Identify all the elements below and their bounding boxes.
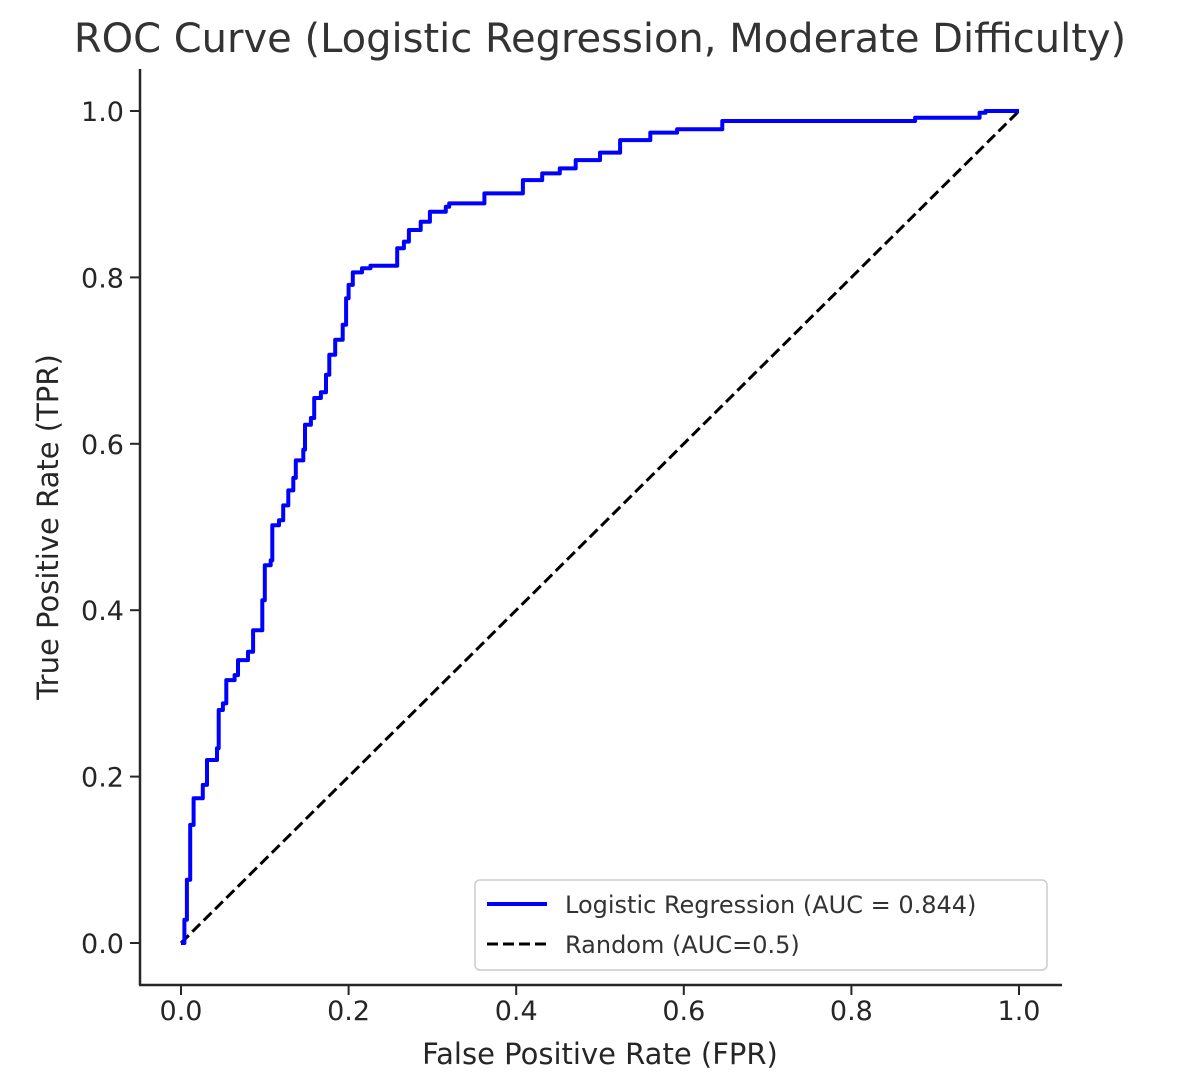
x-tick-label: 0.6: [662, 996, 705, 1027]
x-axis-label: False Positive Rate (FPR): [422, 1037, 778, 1071]
legend-label-logistic-regression: Logistic Regression (AUC = 0.844): [565, 891, 976, 919]
chart-title: ROC Curve (Logistic Regression, Moderate…: [74, 16, 1126, 62]
legend-box: [474, 879, 1048, 971]
x-tick-label: 0.2: [327, 996, 370, 1027]
y-tick-label: 0.4: [81, 596, 124, 627]
y-tick-label: 0.8: [81, 263, 124, 294]
x-tick-label: 0.8: [830, 996, 873, 1027]
legend: Logistic Regression (AUC = 0.844) Random…: [474, 879, 1048, 971]
x-tick-label: 0.4: [495, 996, 538, 1027]
x-tick-label: 1.0: [998, 996, 1041, 1027]
y-tick-label: 0.2: [81, 763, 124, 794]
y-tick-label: 0.0: [81, 929, 124, 960]
roc-curve-line: [181, 109, 1019, 945]
y-axis-label: True Positive Rate (TPR): [31, 354, 65, 701]
y-tick-label: 0.6: [81, 430, 124, 461]
y-ticks: 0.0 0.2 0.4 0.6 0.8 1.0: [81, 97, 140, 960]
legend-label-random: Random (AUC=0.5): [565, 931, 800, 959]
plot-area: [179, 109, 1021, 945]
x-tick-label: 0.0: [160, 996, 203, 1027]
y-tick-label: 1.0: [81, 97, 124, 128]
random-baseline-line: [179, 109, 1021, 945]
x-ticks: 0.0 0.2 0.4 0.6 0.8 1.0: [160, 985, 1041, 1027]
